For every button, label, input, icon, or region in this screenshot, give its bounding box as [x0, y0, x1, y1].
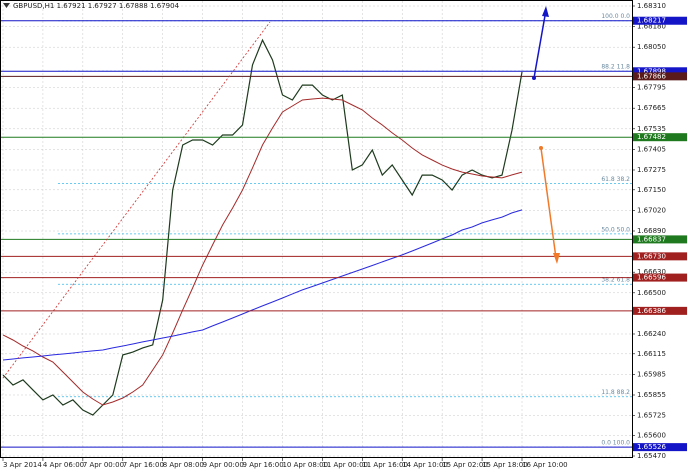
orange-arrow-dot	[539, 146, 543, 150]
level-tag	[633, 16, 687, 25]
level-tag	[633, 252, 687, 261]
blue-arrow-dot	[532, 76, 536, 80]
x-tick-label: 7 Apr 16:00	[123, 461, 164, 469]
x-tick-label: 8 Apr 08:00	[163, 461, 204, 469]
y-tick-label: 1.66115	[637, 350, 666, 358]
blue-arrow	[533, 9, 547, 79]
x-tick-label: 4 Apr 06:00	[43, 461, 84, 469]
title-icon	[3, 3, 10, 8]
orange-arrow	[540, 147, 557, 259]
y-tick-label: 1.65855	[637, 391, 666, 399]
level-tag	[633, 235, 687, 244]
y-tick-label: 1.67535	[637, 125, 666, 133]
level-label: 1.66386	[637, 307, 666, 315]
x-tick-label: 11 Apr 16:00	[362, 461, 408, 469]
level-label: 1.65526	[637, 443, 666, 451]
x-tick-label: 3 Apr 2014	[3, 461, 42, 469]
fib-label: 0.0 100.0	[601, 440, 630, 447]
series-line	[2, 97, 523, 406]
y-tick-label: 1.67405	[637, 145, 666, 153]
fib-label: 11.8 88.2	[601, 389, 630, 396]
orange-arrow-head	[553, 253, 560, 264]
series-line	[2, 209, 523, 361]
level-label: 1.67482	[637, 133, 666, 141]
y-tick-label: 1.65725	[637, 412, 666, 420]
level-tag	[633, 306, 687, 315]
level-label: 1.68217	[637, 17, 666, 25]
x-tick-label: 16 Apr 10:00	[522, 461, 568, 469]
x-tick-label: 15 Apr 18:00	[482, 461, 528, 469]
level-tag	[633, 443, 687, 452]
level-tag	[633, 72, 687, 81]
level-label: 1.66730	[637, 252, 666, 260]
fib-label: 88.2 11.8	[601, 64, 630, 71]
x-tick-label: 11 Apr 00:00	[322, 461, 368, 469]
plot-frame	[0, 0, 633, 458]
level-tag	[633, 67, 687, 76]
level-tag	[633, 273, 687, 282]
fib-label: 61.8 38.2	[601, 176, 630, 183]
blue-arrow-head	[542, 6, 549, 17]
chart-title: GBPUSD,H1 1.67921 1.67927 1.67888 1.6790…	[13, 2, 180, 10]
x-tick-label: 7 Apr 00:00	[83, 461, 124, 469]
level-label: 1.66837	[637, 235, 666, 243]
y-tick-label: 1.65470	[637, 452, 666, 460]
x-tick-label: 9 Apr 00:00	[203, 461, 244, 469]
y-tick-label: 1.67795	[637, 84, 666, 92]
y-tick-label: 1.67020	[637, 206, 666, 214]
level-label: 1.67866	[637, 72, 666, 80]
level-label: 1.66596	[637, 274, 666, 282]
layer: 100.0 0.0 88.2 11.8 61.8 38.2 50.0 50.0 38.2…	[1, 1, 632, 457]
y-tick-label: 1.66240	[637, 330, 666, 338]
y-tick-label: 1.67665	[637, 104, 666, 112]
y-tick-label: 1.66500	[637, 289, 666, 297]
fib-label: 38.2 61.8	[601, 277, 630, 284]
y-tick-label: 1.68050	[637, 43, 666, 51]
y-tick-label: 1.65600	[637, 431, 666, 439]
level-label: 1.67898	[637, 67, 666, 75]
y-tick-label: 1.67275	[637, 166, 666, 174]
y-tick-label: 1.67150	[637, 186, 666, 194]
level-tag	[633, 133, 687, 142]
y-tick-label: 1.66630	[637, 268, 666, 276]
x-tick-label: 14 Apr 10:00	[402, 461, 448, 469]
y-tick-label: 1.68180	[637, 23, 666, 31]
y-tick-label: 1.66890	[637, 227, 666, 235]
x-tick-label: 10 Apr 08:00	[282, 461, 328, 469]
y-tick-label: 1.65985	[637, 370, 666, 378]
y-tick-label: 1.68310	[637, 2, 666, 10]
fib-label: 50.0 50.0	[601, 226, 630, 233]
x-tick-label: 9 Apr 16:00	[243, 461, 284, 469]
fib-label: 100.0 0.0	[601, 13, 630, 20]
series-line	[2, 38, 523, 416]
x-tick-label: 15 Apr 02:00	[442, 461, 488, 469]
